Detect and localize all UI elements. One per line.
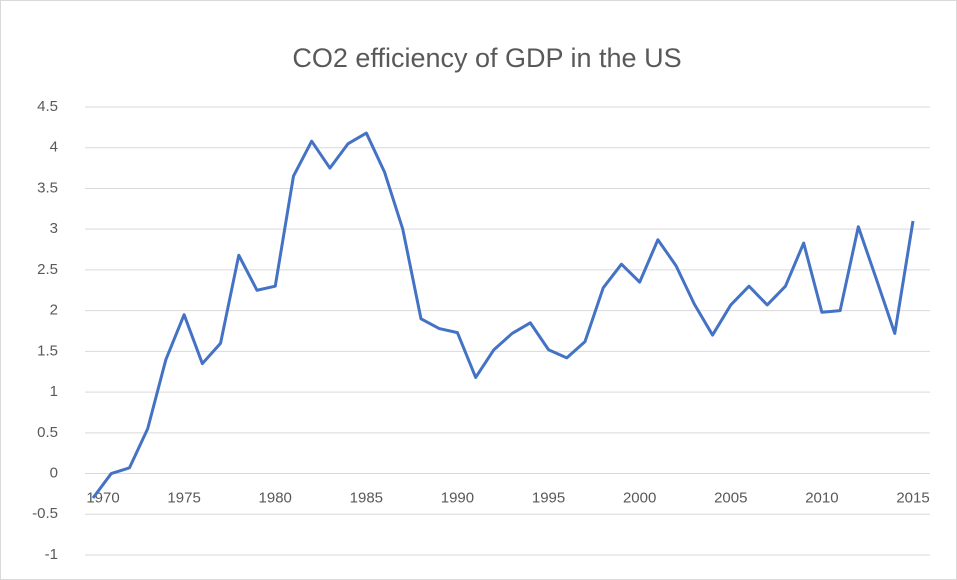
y-tick-label: 0.5	[37, 424, 58, 441]
data-line	[91, 131, 915, 499]
x-tick-label: 2010	[805, 490, 838, 507]
y-tick-label: -0.5	[32, 505, 58, 522]
x-tick-label: 1990	[441, 490, 474, 507]
x-tick-label: 1975	[167, 490, 200, 507]
x-tick-label: 2015	[896, 490, 929, 507]
y-tick-label: 0	[50, 465, 58, 482]
y-tick-label: 3.5	[37, 179, 58, 196]
chart-title: CO2 efficiency of GDP in the US	[292, 43, 681, 73]
x-tick-label: 1985	[350, 490, 383, 507]
x-tick-label: 2000	[623, 490, 656, 507]
y-tick-label: 4	[50, 139, 58, 156]
y-tick-label: 1	[50, 383, 58, 400]
y-tick-label: 1.5	[37, 342, 58, 359]
y-tick-label: -1	[45, 546, 58, 563]
x-tick-label: 2005	[714, 490, 747, 507]
y-tick-label: 4.5	[37, 98, 58, 115]
y-tick-label: 2	[50, 302, 58, 319]
y-tick-label: 3	[50, 220, 58, 237]
x-tick-label: 1995	[532, 490, 565, 507]
x-tick-label: 1980	[259, 490, 292, 507]
y-tick-label: 2.5	[37, 261, 58, 278]
x-tick-label: 1970	[86, 490, 119, 507]
